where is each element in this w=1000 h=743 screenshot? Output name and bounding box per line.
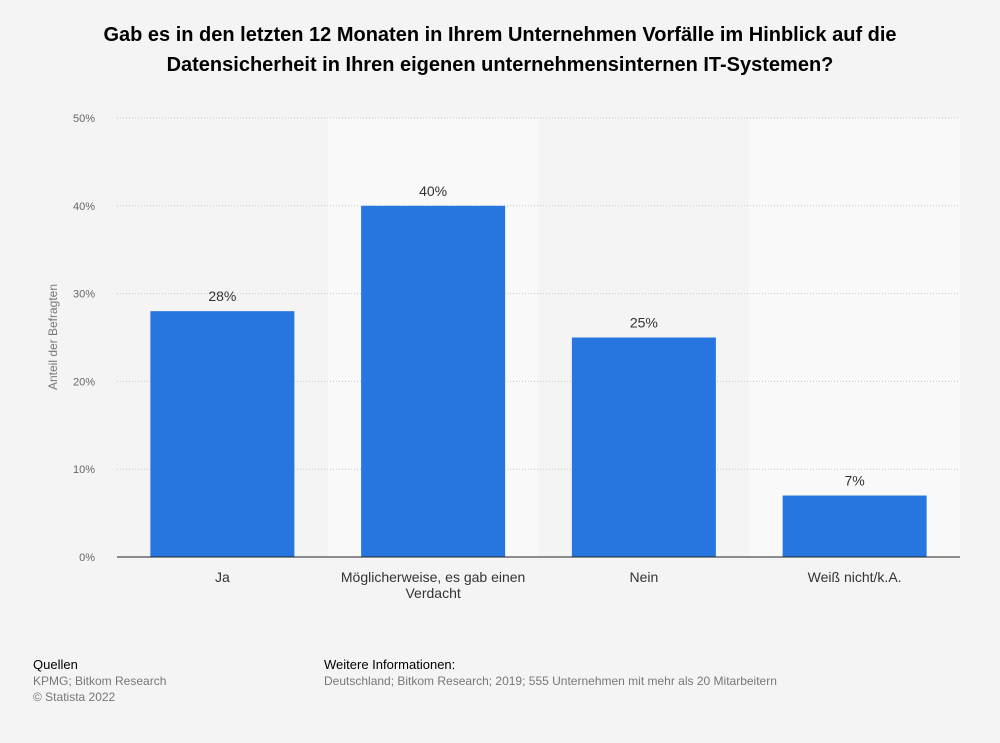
data-label: 25% <box>630 315 658 331</box>
y-tick-label: 10% <box>73 464 95 476</box>
data-label: 7% <box>845 473 865 489</box>
bar <box>361 205 506 558</box>
chart-title: Gab es in den letzten 12 Monaten in Ihre… <box>103 24 897 76</box>
category-label: Möglicherweise, es gab einen Verdacht <box>341 569 525 601</box>
bar <box>150 311 295 557</box>
bar <box>782 495 927 557</box>
category-label: Weiß nicht/k.A. <box>808 569 902 585</box>
category-label: Nein <box>629 569 658 585</box>
y-axis-label: Anteil der Befragten <box>46 284 60 390</box>
data-label: 28% <box>208 288 236 304</box>
y-tick-label: 40% <box>73 201 95 213</box>
copyright-text: © Statista 2022 <box>33 690 116 704</box>
info-block: Weitere Informationen: Deutschland; Bitk… <box>324 657 777 689</box>
sources-text: KPMG; Bitkom Research <box>33 674 167 688</box>
bar <box>571 337 716 557</box>
sources-block: Quellen KPMG; Bitkom Research © Statista… <box>33 657 166 705</box>
info-heading: Weitere Informationen: <box>324 657 456 672</box>
category-band <box>749 118 960 557</box>
y-tick-label: 30% <box>73 289 95 301</box>
category-label: Ja <box>215 569 230 585</box>
data-label: 40% <box>419 183 447 199</box>
sources-heading: Quellen <box>33 657 78 672</box>
y-tick-label: 20% <box>73 376 95 388</box>
info-text: Deutschland; Bitkom Research; 2019; 555 … <box>324 674 777 688</box>
y-tick-label: 50% <box>73 113 95 125</box>
y-tick-label: 0% <box>79 552 95 564</box>
